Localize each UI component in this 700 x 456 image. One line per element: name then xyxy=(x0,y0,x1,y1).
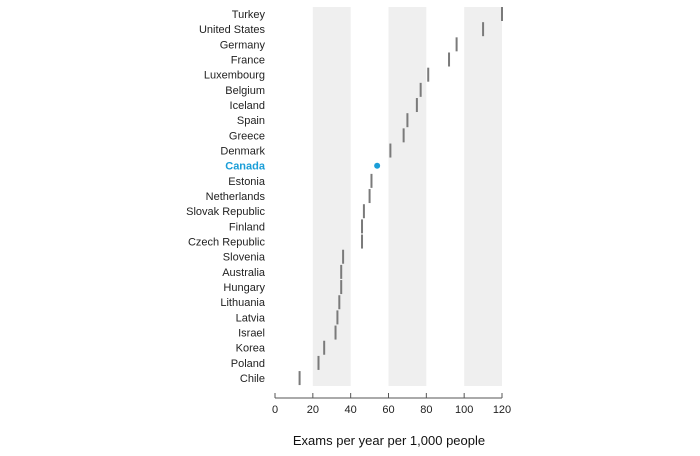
x-tick-label-60: 60 xyxy=(382,404,394,416)
data-marks xyxy=(298,7,503,386)
category-label-lithuania: Lithuania xyxy=(220,297,266,309)
shaded-band-0 xyxy=(312,7,351,386)
x-tick-label-0: 0 xyxy=(272,404,278,416)
category-label-chile: Chile xyxy=(240,373,265,385)
x-tick-label-100: 100 xyxy=(455,404,473,416)
x-tick-label-40: 40 xyxy=(345,404,357,416)
category-label-france: France xyxy=(231,55,265,67)
x-axis: 0 20 40 60 80 100 120 xyxy=(272,393,511,416)
category-label-denmark: Denmark xyxy=(220,146,265,158)
shaded-band-1 xyxy=(388,7,427,386)
category-label-israel: Israel xyxy=(238,328,265,340)
category-label-turkey: Turkey xyxy=(232,9,266,21)
category-label-united-states: United States xyxy=(199,24,266,36)
x-tick-label-20: 20 xyxy=(307,404,319,416)
category-label-latvia: Latvia xyxy=(236,312,266,324)
category-label-australia: Australia xyxy=(222,267,266,279)
category-label-luxembourg: Luxembourg xyxy=(204,70,265,82)
category-label-poland: Poland xyxy=(231,358,265,370)
shaded-band-2 xyxy=(464,7,502,386)
shaded-bands xyxy=(312,7,502,386)
x-tick-label-80: 80 xyxy=(420,404,432,416)
category-label-iceland: Iceland xyxy=(230,100,265,112)
category-label-slovenia: Slovenia xyxy=(223,252,266,264)
category-label-korea: Korea xyxy=(236,343,266,355)
category-label-hungary: Hungary xyxy=(223,282,265,294)
category-label-greece: Greece xyxy=(229,130,265,142)
category-labels: Turkey United States Germany France Luxembou… xyxy=(186,9,266,385)
category-label-slovak-republic: Slovak Republic xyxy=(186,206,265,218)
category-label-spain: Spain xyxy=(237,115,265,127)
category-label-netherlands: Netherlands xyxy=(206,191,266,203)
x-tick-label-120: 120 xyxy=(493,404,511,416)
category-label-germany: Germany xyxy=(220,39,266,51)
category-label-finland: Finland xyxy=(229,221,265,233)
category-label-belgium: Belgium xyxy=(225,85,265,97)
category-label-estonia: Estonia xyxy=(228,176,266,188)
category-label-czech-republic: Czech Republic xyxy=(188,237,266,249)
category-label-canada: Canada xyxy=(225,161,266,173)
data-point-canada xyxy=(374,162,381,169)
x-axis-label: Exams per year per 1,000 people xyxy=(293,433,485,448)
